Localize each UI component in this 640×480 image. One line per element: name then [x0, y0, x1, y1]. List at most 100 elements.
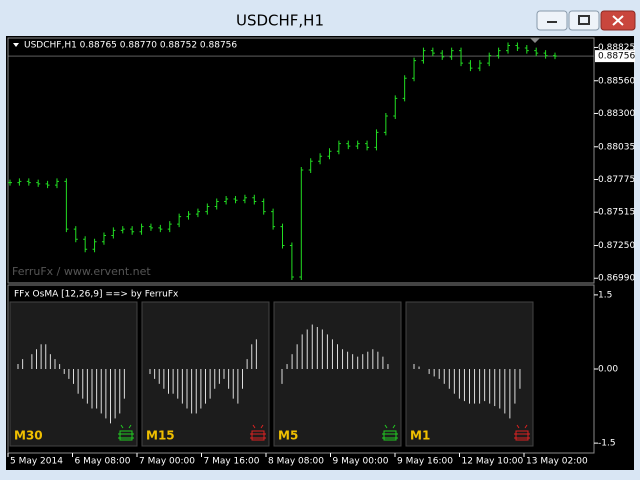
x-tick-label: 7 May 00:00	[139, 457, 195, 467]
price-bar	[487, 52, 492, 67]
price-bar	[430, 47, 435, 57]
price-bar	[17, 178, 22, 186]
price-bar	[64, 178, 69, 233]
price-bar	[214, 198, 219, 210]
price-bar	[440, 50, 445, 60]
price-bar	[8, 179, 12, 186]
price-bar	[318, 153, 323, 165]
price-bar	[346, 140, 351, 150]
menu-arrow[interactable]	[13, 43, 19, 47]
maximize-icon	[578, 15, 590, 25]
price-bar	[242, 194, 247, 204]
watermark: FerruFx / www.ervent.net	[12, 265, 151, 278]
close-icon	[612, 15, 624, 26]
x-tick-label: 7 May 16:00	[204, 457, 260, 467]
price-bar	[233, 195, 238, 204]
price-bar	[393, 95, 398, 119]
price-bar	[524, 45, 529, 54]
price-bar	[412, 57, 417, 82]
signal-icon	[250, 424, 266, 441]
price-bar	[553, 52, 557, 60]
price-bar	[299, 167, 304, 280]
x-tick-label: 12 May 10:00	[462, 457, 524, 467]
price-bar	[177, 213, 182, 228]
x-tick-label: 5 May 2014	[10, 457, 63, 467]
signal-icon	[514, 424, 530, 441]
timeframe-panel	[273, 301, 402, 447]
price-bar	[205, 203, 210, 215]
price-bar	[496, 47, 501, 59]
window-title: USDCHF,H1	[236, 12, 324, 30]
minimize-button[interactable]	[536, 10, 568, 31]
signal-icon	[118, 424, 134, 441]
minimize-icon	[547, 21, 557, 23]
price-bar	[534, 47, 539, 57]
price-bar	[449, 47, 454, 60]
price-bar	[167, 221, 172, 233]
timeframe-label: M15	[146, 429, 175, 443]
price-bar	[402, 75, 407, 102]
price-bar	[327, 148, 332, 160]
signal-icon	[382, 424, 398, 441]
current-price-box	[595, 50, 635, 63]
y-tick-label: 0.00	[598, 365, 618, 375]
price-bar	[421, 47, 426, 64]
price-header: USDCHF,H1 0.88765 0.88770 0.88752 0.8875…	[24, 41, 237, 51]
indicator-title: FFx OsMA [12,26,9] ==> by FerruFx	[14, 290, 179, 300]
price-bar	[195, 208, 200, 218]
price-bar	[365, 140, 370, 151]
price-bar	[506, 42, 511, 54]
x-tick-label: 8 May 08:00	[268, 457, 324, 467]
price-bar	[92, 238, 97, 253]
y-tick-label: 0.88035	[598, 142, 635, 152]
timeframe-label: M5	[278, 429, 298, 443]
price-bar	[383, 112, 388, 136]
price-bar	[148, 223, 153, 231]
x-tick-label: 9 May 00:00	[333, 457, 389, 467]
price-bar	[101, 232, 106, 245]
price-bar	[374, 129, 379, 151]
price-bar	[459, 47, 464, 67]
y-tick-label: 0.87515	[598, 208, 635, 218]
y-tick-label: 0.86990	[598, 274, 635, 284]
price-bar	[158, 224, 163, 233]
price-bar	[308, 158, 313, 174]
price-pane-border	[7, 37, 595, 284]
x-tick-label: 6 May 08:00	[75, 457, 131, 467]
price-bar	[515, 42, 520, 52]
price-bar	[73, 226, 78, 243]
price-bar	[336, 140, 341, 155]
y-tick-label: 0.88300	[598, 109, 635, 119]
y-tick-label: 0.87250	[598, 241, 635, 251]
price-bar	[130, 226, 135, 235]
chart-layer: 0.88825 0.88560 0.88300 0.88035 0.87775 0.875…	[7, 42, 635, 467]
price-bar	[120, 226, 125, 234]
price-bar	[36, 179, 41, 187]
price-bar	[261, 198, 266, 215]
price-bar	[186, 211, 191, 220]
price-bar	[355, 140, 360, 150]
price-bar	[139, 223, 144, 235]
y-tick-label: 0.87775	[598, 175, 635, 185]
y-tick-label: -1.5	[598, 439, 616, 449]
y-tick-label: 0.88825	[598, 43, 635, 53]
price-bar	[271, 208, 276, 230]
maximize-button[interactable]	[568, 10, 600, 31]
price-bar	[280, 223, 285, 249]
price-bar	[83, 236, 88, 253]
price-bar	[252, 194, 257, 205]
price-bar	[45, 180, 50, 189]
timeframe-label: M1	[410, 429, 430, 443]
price-bar	[224, 195, 229, 205]
x-tick-label: 13 May 02:00	[526, 457, 588, 467]
price-bar	[543, 50, 548, 59]
price-bar	[111, 227, 116, 239]
current-price-label: 0.88756	[598, 52, 635, 62]
price-bar	[468, 60, 473, 72]
price-bar	[54, 178, 59, 189]
price-bar	[477, 60, 482, 72]
y-tick-label: 1.5	[598, 290, 612, 300]
timeframe-label: M30	[14, 429, 43, 443]
x-tick-label: 9 May 16:00	[397, 457, 453, 467]
